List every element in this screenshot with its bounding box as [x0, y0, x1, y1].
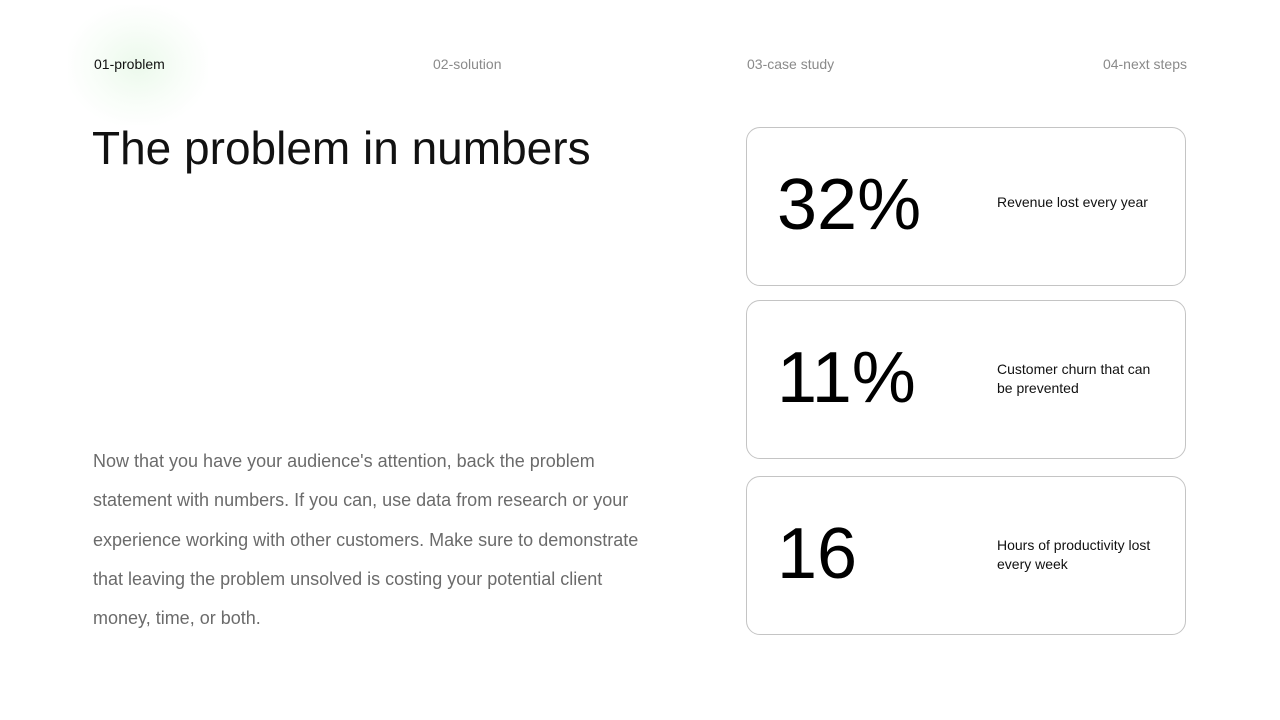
nav-item-case-study[interactable]: 03-case study — [747, 56, 835, 72]
stat-value: 11% — [777, 338, 916, 418]
active-section-highlight — [68, 5, 208, 125]
stat-value: 32% — [777, 165, 922, 245]
stat-card-churn: 11% Customer churn that can be prevented — [746, 300, 1186, 459]
nav-item-solution[interactable]: 02-solution — [433, 56, 502, 72]
stat-label: Revenue lost every year — [997, 193, 1148, 210]
stat-label: Hours of productivity lost every week — [997, 537, 1151, 572]
nav-item-next-steps[interactable]: 04-next steps — [1102, 56, 1187, 72]
stat-card-revenue: 32% Revenue lost every year — [746, 127, 1186, 286]
stat-label: Customer churn that can be prevented — [997, 360, 1151, 396]
slide-body-text: Now that you have your audience's attent… — [93, 451, 639, 629]
stat-value: 16 — [777, 514, 858, 594]
nav-item-problem[interactable]: 01-problem — [94, 56, 165, 72]
stat-card-productivity: 16 Hours of productivity lost every week — [746, 476, 1186, 635]
slide-title: The problem in numbers — [92, 122, 591, 174]
